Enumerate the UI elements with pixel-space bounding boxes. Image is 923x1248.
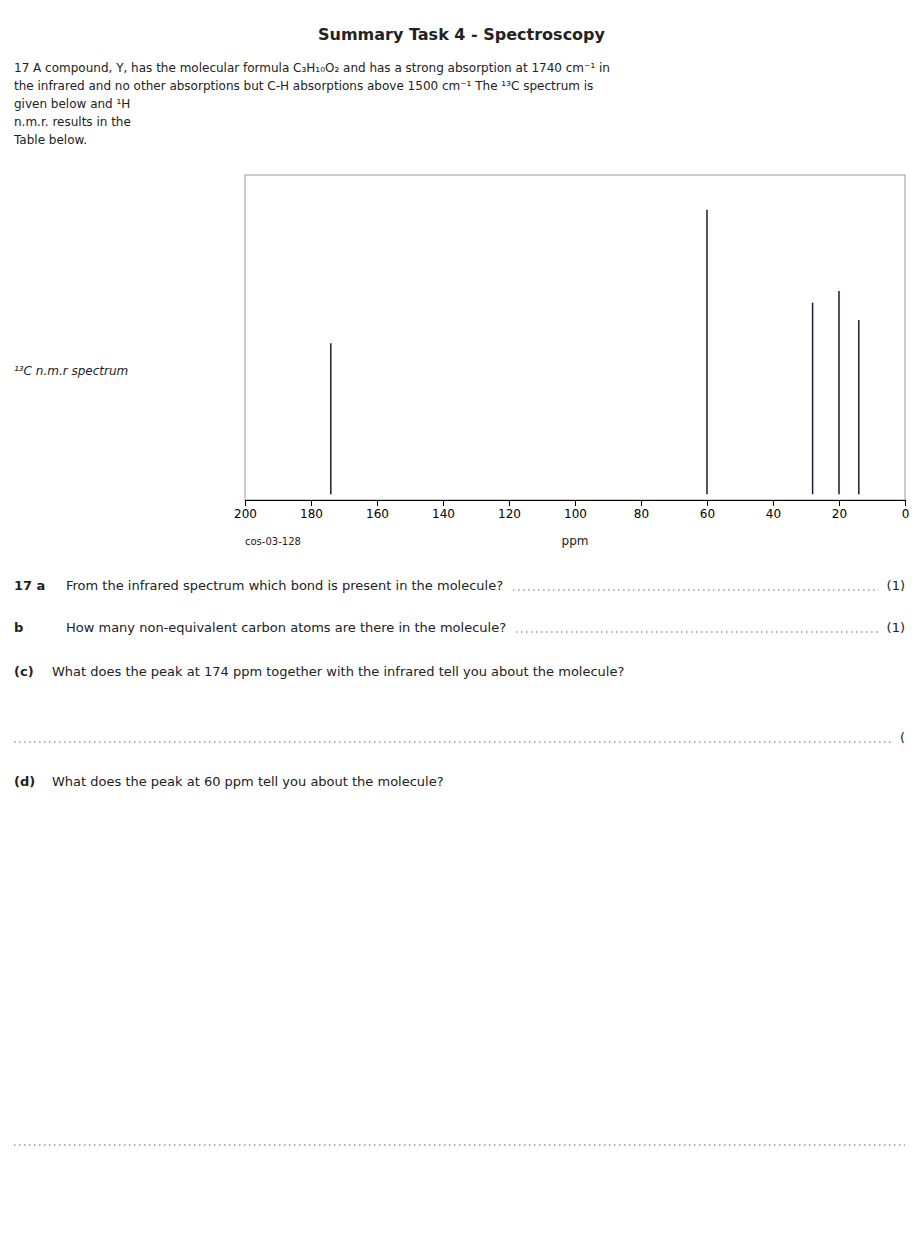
spectrum-code: cos-03-128 [245, 536, 301, 547]
question-text: What does the peak at 174 ppm together w… [52, 664, 624, 679]
x-tick-label: 160 [366, 507, 389, 521]
peaks [331, 210, 859, 494]
x-tick: 0 [902, 500, 910, 521]
x-tick-mark [641, 500, 642, 506]
x-tick: 20 [832, 500, 847, 521]
x-tick-label: 100 [564, 507, 587, 521]
intro-line: 17 A compound, Y, has the molecular form… [14, 61, 610, 75]
question-label: (c) [14, 664, 34, 679]
x-tick: 180 [300, 500, 323, 521]
x-tick-label: 60 [700, 507, 715, 521]
question-label: (d) [14, 774, 35, 789]
x-tick: 40 [766, 500, 781, 521]
x-tick-mark [839, 500, 840, 506]
question-label: b [14, 620, 23, 635]
question-mark: (1) [887, 620, 905, 635]
peak [812, 303, 814, 495]
question-text: From the infrared spectrum which bond is… [66, 578, 503, 593]
x-tick-label: 200 [234, 507, 257, 521]
x-tick: 160 [366, 500, 389, 521]
x-tick: 140 [432, 500, 455, 521]
plot: 200180160140120100806040200 [234, 175, 909, 521]
question-mark: ( [900, 730, 905, 745]
x-axis: 200180160140120100806040200 [234, 500, 909, 521]
plot-frame [245, 175, 905, 500]
x-tick-mark [245, 500, 246, 506]
x-axis-line [246, 501, 906, 507]
x-tick-mark [377, 500, 378, 506]
x-tick-label: 40 [766, 507, 781, 521]
answer-line [516, 631, 879, 632]
x-tick-label: 20 [832, 507, 847, 521]
x-tick-mark [905, 500, 906, 506]
peak [706, 210, 708, 494]
x-tick-label: 120 [498, 507, 521, 521]
answer-line [14, 741, 892, 742]
intro-line: the infrared and no other absorptions bu… [14, 79, 593, 93]
x-tick: 120 [498, 500, 521, 521]
question-text: What does the peak at 60 ppm tell you ab… [52, 774, 444, 789]
x-tick-label: 180 [300, 507, 323, 521]
x-tick-label: 140 [432, 507, 455, 521]
title: Summary Task 4 - Spectroscopy [318, 25, 606, 44]
x-tick-mark [773, 500, 774, 506]
x-axis-title: ppm [562, 534, 589, 548]
x-tick: 80 [634, 500, 649, 521]
x-tick-mark [443, 500, 444, 506]
intro-line: Table below. [13, 133, 87, 147]
peak [330, 343, 332, 494]
answer-line [14, 1144, 905, 1145]
x-tick: 60 [700, 500, 715, 521]
question-text: How many non-equivalent carbon atoms are… [66, 620, 506, 635]
x-tick-label: 0 [902, 507, 910, 521]
peak [858, 320, 860, 494]
page: Summary Task 4 - Spectroscopy 17 A compou… [0, 0, 923, 1248]
x-tick-mark [509, 500, 510, 506]
x-tick: 200 [234, 500, 257, 521]
x-tick-mark [575, 500, 576, 506]
spectrum-label: ¹³C n.m.r spectrum [14, 364, 128, 378]
intro-line: n.m.r. results in the [14, 115, 131, 129]
peak [838, 291, 840, 494]
question-mark: (1) [887, 578, 905, 593]
question-label: 17 a [14, 578, 45, 593]
x-tick-mark [707, 500, 708, 506]
x-tick: 100 [564, 500, 587, 521]
answer-line [513, 589, 878, 590]
intro-line: given below and ¹H [14, 97, 130, 111]
x-tick-label: 80 [634, 507, 649, 521]
x-tick-mark [311, 500, 312, 506]
